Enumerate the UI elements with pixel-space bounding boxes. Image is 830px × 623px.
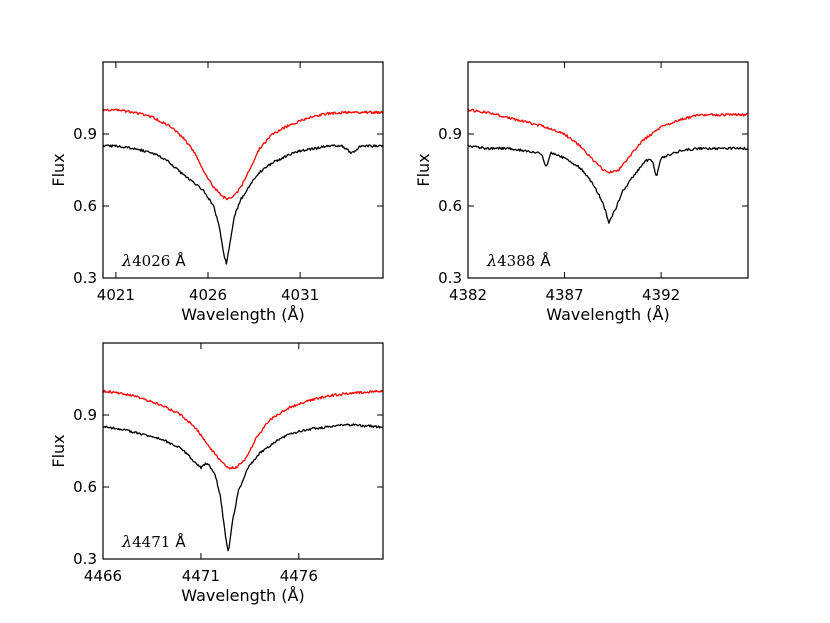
lambda-symbol: λ (121, 251, 132, 270)
x-tick-label: 4392 (642, 286, 680, 304)
panel-lambda-4471: 4466 4471 4476 0.3 0.6 0.9 Wavelength (Å) Flu… (49, 342, 384, 605)
lambda-symbol: λ (121, 532, 132, 551)
lambda-symbol: λ (486, 251, 497, 270)
x-tick-label: 4466 (84, 567, 122, 585)
y-tick-label: 0.3 (73, 269, 97, 287)
panel-lambda-4026: 4021 4026 4031 0.3 0.6 0.9 Wavelength (Å) Flu… (49, 61, 384, 324)
x-tick-label: 4031 (281, 286, 319, 304)
y-tick-label: 0.9 (73, 406, 97, 424)
annotation-unit: Å (175, 251, 186, 270)
y-tick-label: 0.9 (73, 125, 97, 143)
series-line-red (102, 389, 384, 470)
axes-frame (467, 61, 749, 279)
axis-ticks: 4021 4026 4031 0.3 0.6 0.9 (73, 62, 383, 304)
annotation-wavelength: 4026 (132, 252, 170, 270)
axes-frame (102, 342, 384, 560)
line-annotation: λ4471 Å (121, 532, 186, 551)
series-line-red (102, 108, 384, 201)
annotation-unit: Å (540, 251, 551, 270)
x-tick-label: 4026 (189, 286, 227, 304)
y-tick-label: 0.9 (438, 125, 462, 143)
series-line-black (102, 423, 384, 552)
axes-frame (102, 61, 384, 279)
x-axis-label: Wavelength (Å) (181, 305, 304, 324)
y-axis-label: Flux (49, 434, 68, 467)
spectra-lines (102, 108, 384, 265)
y-tick-label: 0.3 (438, 269, 462, 287)
y-axis-label: Flux (49, 153, 68, 186)
axis-ticks: 4382 4387 4392 0.3 0.6 0.9 (438, 62, 748, 304)
annotation-unit: Å (175, 532, 186, 551)
x-tick-label: 4476 (280, 567, 318, 585)
y-tick-label: 0.6 (73, 478, 97, 496)
line-annotation: λ4388 Å (486, 251, 551, 270)
y-tick-label: 0.3 (73, 550, 97, 568)
axis-ticks: 4466 4471 4476 0.3 0.6 0.9 (73, 343, 383, 585)
x-tick-label: 4382 (449, 286, 487, 304)
spectra-lines (467, 108, 749, 224)
annotation-wavelength: 4471 (132, 533, 170, 551)
x-axis-label: Wavelength (Å) (546, 305, 669, 324)
series-line-black (102, 144, 384, 265)
x-tick-label: 4021 (97, 286, 135, 304)
spectra-lines (102, 389, 384, 552)
series-line-black (467, 144, 749, 224)
x-tick-label: 4387 (545, 286, 583, 304)
series-line-red (467, 108, 749, 174)
line-annotation: λ4026 Å (121, 251, 186, 270)
x-tick-label: 4471 (182, 567, 220, 585)
y-tick-label: 0.6 (438, 197, 462, 215)
y-tick-label: 0.6 (73, 197, 97, 215)
x-axis-label: Wavelength (Å) (181, 586, 304, 605)
annotation-wavelength: 4388 (497, 252, 535, 270)
y-axis-label: Flux (414, 153, 433, 186)
panel-lambda-4388: 4382 4387 4392 0.3 0.6 0.9 Wavelength (Å) Flu… (414, 61, 749, 324)
